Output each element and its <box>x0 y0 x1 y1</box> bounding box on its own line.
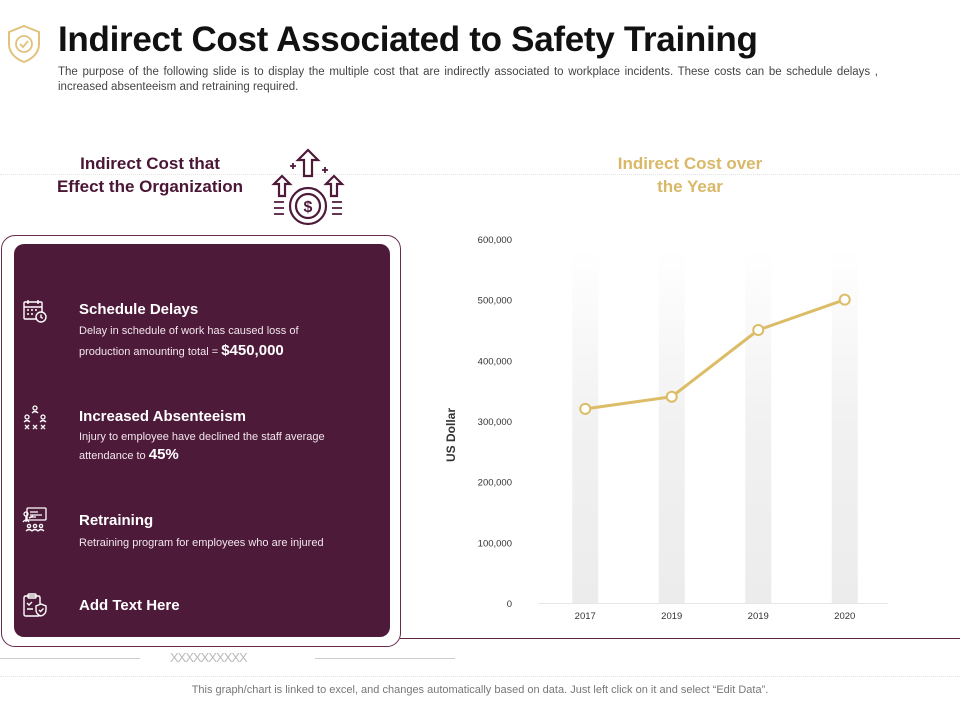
chart-data-point <box>665 390 678 403</box>
page-title: Indirect Cost Associated to Safety Train… <box>58 20 758 59</box>
right-section-heading: Indirect Cost over the Year <box>560 152 820 198</box>
desc-line: Delay in schedule of work has caused los… <box>79 325 299 337</box>
chart-x-tick-label: 2020 <box>834 611 855 622</box>
desc-line: attendance to <box>79 450 146 462</box>
right-heading-line2: the Year <box>657 177 723 196</box>
left-heading-line2: Effect the Organization <box>56 177 244 196</box>
chart-column-band <box>572 249 599 603</box>
chart-bottom-border <box>400 638 960 639</box>
money-growth-icon: $ <box>271 148 345 226</box>
left-section-heading: Indirect Cost that Effect the Organizati… <box>30 152 270 198</box>
item-title-add-text: Add Text Here <box>79 597 180 614</box>
calendar-clock-icon <box>23 300 47 323</box>
footer-rule-right <box>315 658 455 659</box>
chart-y-tick-label: 200,000 <box>478 478 512 489</box>
chart-y-tick-label: 300,000 <box>478 417 512 428</box>
page-subtitle: The purpose of the following slide is to… <box>58 66 878 93</box>
line-chart[interactable]: 0 100,000 200,000 300,000 400,000 500,000 600,… <box>430 225 910 635</box>
training-board-icon <box>22 507 47 532</box>
shield-check-icon <box>8 24 40 64</box>
chart-x-tick-label: 2019 <box>661 611 682 622</box>
item-title-schedule-delays: Schedule Delays <box>79 301 199 318</box>
footer-rule-left <box>0 658 140 659</box>
chart-column-band <box>658 249 685 603</box>
item-title-increased-absenteeism: Increased Absenteeism <box>79 408 247 425</box>
desc-line: Injury to employee have declined the sta… <box>79 431 325 443</box>
clipboard-shield-icon <box>23 593 47 617</box>
chart-x-tick-label: 2017 <box>575 611 596 622</box>
chart-y-tick-label: 0 <box>507 599 512 610</box>
item-desc-retraining: Retraining program for employees who are… <box>79 537 324 549</box>
chart-data-point <box>752 324 765 336</box>
item-desc-increased-absenteeism: Injury to employee have declined the sta… <box>79 428 379 465</box>
cost-items-panel: Schedule Delays Delay in schedule of wor… <box>14 244 390 637</box>
chart-data-point <box>838 293 851 306</box>
item-title-retraining: Retraining <box>79 512 154 529</box>
divider-dotted-bottom <box>0 676 960 677</box>
desc-line: production amounting total = <box>79 346 219 358</box>
chart-y-tick-label: 400,000 <box>478 356 512 367</box>
item-desc-schedule-delays: Delay in schedule of work has caused los… <box>79 321 379 362</box>
chart-column-band <box>831 249 858 603</box>
chart-y-axis-label: US Dollar <box>444 408 458 462</box>
people-network-icon <box>23 405 47 430</box>
right-heading-line1: Indirect Cost over <box>617 154 763 173</box>
chart-y-tick-label: 600,000 <box>478 235 512 246</box>
footer-note: This graph/chart is linked to excel, and… <box>191 684 769 696</box>
highlight-value: $450,000 <box>221 342 284 359</box>
panel-outline <box>1 235 401 647</box>
svg-text:$: $ <box>304 199 313 216</box>
highlight-value: 45% <box>148 446 179 463</box>
divider-dotted <box>0 174 960 175</box>
chart-y-tick-label: 500,000 <box>478 296 512 307</box>
placeholder-marks: XXXXXXXXXX <box>170 650 248 665</box>
chart-column-band <box>745 249 772 603</box>
left-heading-line1: Indirect Cost that <box>80 154 220 173</box>
chart-data-point <box>579 402 592 415</box>
chart-y-tick-label: 100,000 <box>478 538 512 549</box>
chart-x-tick-label: 2019 <box>748 611 769 622</box>
chart-series-line <box>585 298 846 411</box>
